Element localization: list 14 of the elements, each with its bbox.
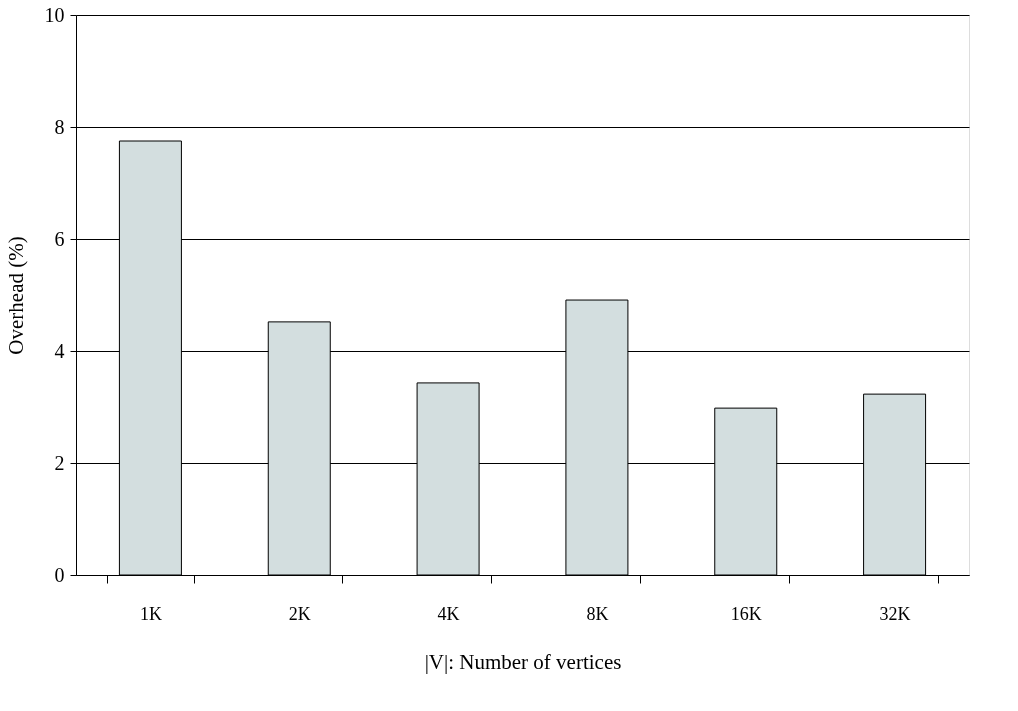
y-tick-label: 0 bbox=[54, 563, 65, 586]
y-axis-title: Overhead (%) bbox=[3, 236, 28, 355]
x-tick-label: 4K bbox=[437, 603, 460, 624]
y-tick-label: 4 bbox=[54, 339, 65, 362]
x-tick-label: 16K bbox=[730, 603, 762, 624]
y-tick-label: 10 bbox=[44, 3, 65, 26]
y-tick-label: 8 bbox=[54, 115, 65, 138]
x-axis-title: |V|: Number of vertices bbox=[424, 649, 622, 674]
x-tick-label: 2K bbox=[288, 603, 311, 624]
x-tick-label: 1K bbox=[139, 603, 162, 624]
y-tick-label: 2 bbox=[54, 451, 65, 474]
x-tick-label: 8K bbox=[586, 603, 609, 624]
x-tick-label: 32K bbox=[879, 603, 911, 624]
y-tick-label: 6 bbox=[54, 227, 65, 250]
